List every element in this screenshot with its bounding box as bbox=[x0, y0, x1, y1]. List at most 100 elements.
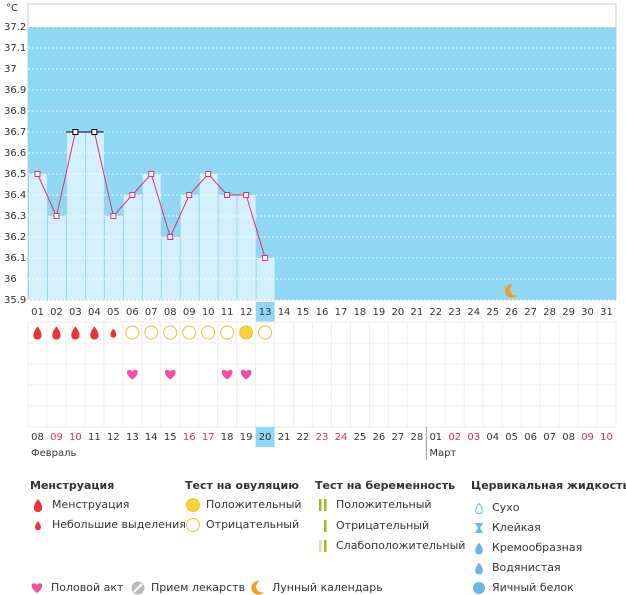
day-label: 12 bbox=[240, 307, 253, 318]
temperature-point bbox=[186, 192, 193, 198]
y-tick-label: 36.3 bbox=[4, 211, 26, 222]
temperature-bar bbox=[180, 195, 199, 300]
date-label: 02 bbox=[448, 432, 461, 443]
day-label: 07 bbox=[145, 307, 158, 318]
date-label: 10 bbox=[69, 432, 82, 443]
menstruation-icon bbox=[33, 326, 42, 340]
temperature-point bbox=[110, 213, 117, 219]
ovulation-icon bbox=[144, 325, 159, 340]
legend-title: Тест на овуляцию bbox=[185, 479, 299, 492]
legend-icon bbox=[475, 523, 483, 533]
day-label: 01 bbox=[31, 307, 44, 318]
legend-item: Сухо bbox=[492, 501, 520, 514]
day-label: 18 bbox=[354, 307, 367, 318]
date-label: 21 bbox=[278, 432, 291, 443]
day-label: 11 bbox=[221, 307, 234, 318]
legend-item: Отрицательный bbox=[206, 518, 299, 531]
legend-icon bbox=[186, 518, 200, 532]
today-highlight bbox=[255, 302, 275, 322]
date-label: 24 bbox=[335, 432, 348, 443]
legend-item: Лунный календарь bbox=[272, 581, 383, 594]
y-tick-label: 37 bbox=[4, 64, 17, 75]
day-label: 16 bbox=[316, 307, 329, 318]
date-label: 15 bbox=[164, 432, 177, 443]
date-label: 09 bbox=[50, 432, 63, 443]
temperature-bar bbox=[161, 237, 180, 300]
temperature-point bbox=[243, 192, 250, 198]
day-label: 15 bbox=[297, 307, 310, 318]
intercourse-icon bbox=[126, 369, 138, 380]
date-label: 12 bbox=[107, 432, 120, 443]
legend-icon bbox=[319, 540, 322, 552]
date-label: 17 bbox=[202, 432, 215, 443]
ovulation-icon bbox=[125, 325, 140, 340]
date-label: 10 bbox=[600, 432, 613, 443]
day-label: 30 bbox=[581, 307, 594, 318]
intercourse-icon bbox=[221, 369, 233, 380]
temperature-point bbox=[72, 129, 79, 135]
day-label: 10 bbox=[202, 307, 215, 318]
legend-icon bbox=[186, 498, 200, 512]
legend-item: Прием лекарств bbox=[151, 581, 245, 594]
menstruation-icon bbox=[71, 326, 80, 340]
day-label: 28 bbox=[543, 307, 556, 318]
ovulation-icon bbox=[239, 325, 254, 340]
day-label: 03 bbox=[69, 307, 82, 318]
day-label: 17 bbox=[335, 307, 348, 318]
legend-title: Менструация bbox=[30, 479, 114, 492]
day-label: 02 bbox=[50, 307, 63, 318]
legend-title: Тест на беременность bbox=[315, 479, 455, 492]
temperature-point bbox=[53, 213, 60, 219]
legend-icon bbox=[319, 499, 322, 511]
date-label: 28 bbox=[410, 432, 423, 443]
day-label: 19 bbox=[373, 307, 386, 318]
legend-icon bbox=[324, 540, 327, 552]
y-tick-label: 36.5 bbox=[4, 169, 26, 180]
day-label: 29 bbox=[562, 307, 575, 318]
legend-item: Яичный белок bbox=[492, 581, 574, 594]
day-label: 09 bbox=[183, 307, 196, 318]
legend-item: Положительный bbox=[206, 498, 302, 511]
legend-item: Слабоположительный bbox=[336, 539, 465, 552]
legend-title: Цервикальная жидкость bbox=[471, 479, 626, 492]
temperature-point bbox=[148, 171, 155, 177]
y-tick-label: 36.1 bbox=[4, 253, 26, 264]
legend-icon bbox=[473, 582, 485, 594]
date-label: 04 bbox=[486, 432, 499, 443]
y-tick-label: 36.7 bbox=[4, 127, 26, 138]
date-label: 16 bbox=[183, 432, 196, 443]
legend-icon bbox=[31, 583, 43, 593]
date-label: 25 bbox=[354, 432, 367, 443]
legend-icon bbox=[324, 499, 327, 511]
legend-item: Менструация bbox=[52, 498, 129, 511]
temperature-point bbox=[205, 171, 212, 177]
date-label: 26 bbox=[373, 432, 386, 443]
date-label: 09 bbox=[581, 432, 594, 443]
date-label: 06 bbox=[524, 432, 537, 443]
y-tick-label: 37.2 bbox=[4, 22, 26, 33]
temperature-bar bbox=[123, 195, 142, 300]
legend-icon bbox=[33, 499, 43, 512]
day-label: 20 bbox=[392, 307, 405, 318]
y-tick-label: 36.2 bbox=[4, 232, 26, 243]
day-label: 14 bbox=[278, 307, 291, 318]
today-date-highlight bbox=[255, 427, 275, 447]
month-label: Март bbox=[429, 448, 456, 459]
legend-icon bbox=[133, 583, 143, 593]
legend-icon bbox=[475, 562, 483, 575]
legend-item: Клейкая bbox=[492, 521, 541, 534]
moon-icon bbox=[505, 283, 518, 298]
date-label: 20 bbox=[259, 432, 272, 443]
date-label: 18 bbox=[221, 432, 234, 443]
date-label: 08 bbox=[562, 432, 575, 443]
menstruation-icon bbox=[52, 326, 61, 340]
date-label: 27 bbox=[392, 432, 405, 443]
ovulation-icon bbox=[201, 325, 216, 340]
legend-icon bbox=[475, 542, 483, 555]
legend-icon bbox=[324, 520, 327, 532]
ovulation-icon bbox=[163, 325, 178, 340]
y-tick-label: 37.1 bbox=[4, 43, 26, 54]
y-tick-label: 35.9 bbox=[4, 295, 26, 306]
y-tick-label: 36.6 bbox=[4, 148, 26, 159]
date-label: 13 bbox=[126, 432, 139, 443]
